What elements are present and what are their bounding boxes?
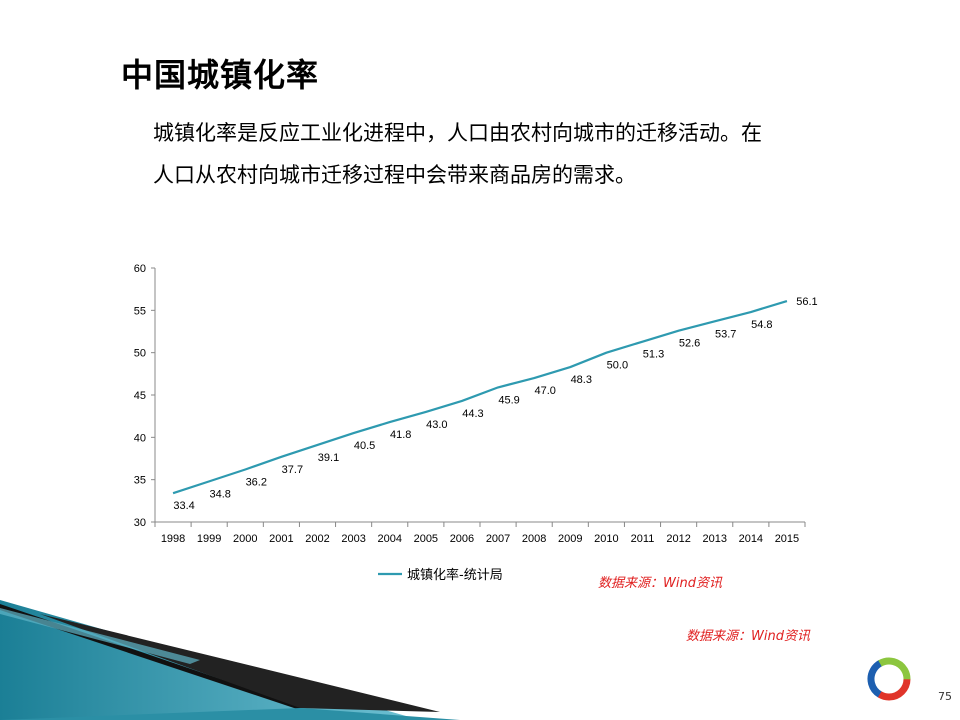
data-label: 36.2 [246,477,267,489]
data-label: 43.0 [426,419,447,431]
y-tick-label: 40 [134,432,146,444]
body-line-1: 城镇化率是反应工业化进程中，人口由农村向城市的迁移活动。在 [153,121,762,145]
data-label: 51.3 [643,349,664,361]
data-label: 56.1 [796,296,817,308]
y-tick-label: 35 [134,475,146,487]
x-tick-label: 2012 [666,533,690,545]
y-tick-label: 55 [134,305,146,317]
x-tick-label: 2007 [486,533,510,545]
series-line-urbanization [172,299,788,495]
y-tick-label: 45 [134,390,146,402]
x-tick-label: 2001 [269,533,293,545]
data-label: 48.3 [571,374,592,386]
urbanization-line-chart: 30 35 40 45 50 55 60 1998 1999 2000 2001 2002 2003 20… [134,263,818,583]
source-note-footer: 数据来源：Wind资讯 [686,629,810,644]
x-tick-label: 2000 [233,533,257,545]
company-logo [867,657,911,701]
data-label: 40.5 [354,440,375,452]
data-label: 50.0 [607,360,628,372]
y-tick-label: 50 [134,348,146,360]
data-label: 33.4 [173,500,194,512]
y-tick-label: 60 [134,263,146,275]
x-tick-label: 2005 [414,533,438,545]
x-tick-label: 2010 [594,533,618,545]
x-tick-label: 2003 [341,533,365,545]
data-label: 47.0 [534,385,555,397]
source-note: 数据来源：Wind资讯 [598,576,722,591]
x-tick-label: 1998 [161,533,185,545]
x-tick-label: 2014 [739,533,763,545]
x-tick-label: 2009 [558,533,582,545]
x-tick-label: 2011 [631,533,655,545]
y-tick-label: 30 [134,517,146,529]
decorative-swoosh [0,600,460,720]
x-tick-label: 2008 [522,533,546,545]
x-tick-label: 2002 [305,533,329,545]
data-label: 37.7 [282,464,303,476]
data-label: 44.3 [462,408,483,420]
data-label: 52.6 [679,338,700,350]
legend-label: 城镇化率-统计局 [407,567,503,583]
data-label: 54.8 [751,319,772,331]
slide-title: 中国城镇化率 [121,56,320,94]
x-tick-label: 2015 [775,533,799,545]
data-label: 34.8 [209,488,230,500]
x-tick-label: 2006 [450,533,474,545]
x-tick-label: 1999 [197,533,221,545]
slide-body-text: 城镇化率是反应工业化进程中，人口由农村向城市的迁移活动。在 人口从农村向城市迁移… [153,112,873,196]
page-number: 75 [938,690,952,703]
x-tick-label: 2004 [377,533,401,545]
data-label: 53.7 [715,328,736,340]
data-label: 39.1 [318,452,339,464]
body-line-2: 人口从农村向城市迁移过程中会带来商品房的需求。 [153,163,636,187]
x-tick-label: 2013 [702,533,726,545]
data-label: 45.9 [498,394,519,406]
data-label: 41.8 [390,429,411,441]
